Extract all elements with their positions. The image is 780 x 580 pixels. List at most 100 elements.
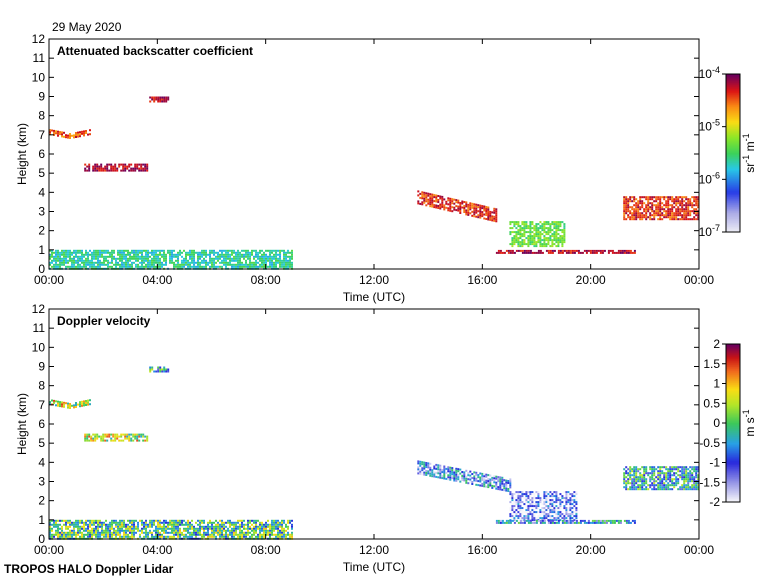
- data-cell: [255, 253, 257, 256]
- data-cell: [529, 511, 532, 514]
- data-cell: [453, 469, 456, 472]
- data-cell: [57, 400, 59, 403]
- data-cell: [637, 200, 640, 203]
- data-cell: [575, 511, 578, 514]
- data-cell: [477, 204, 480, 207]
- data-cell: [101, 249, 103, 252]
- data-cell: [147, 261, 149, 264]
- data-cell: [489, 474, 492, 477]
- data-cell: [641, 486, 644, 489]
- data-cell: [677, 214, 680, 217]
- data-cell: [153, 98, 156, 101]
- data-cell: [657, 198, 660, 201]
- data-cell: [89, 403, 91, 406]
- data-cell: [61, 529, 63, 532]
- data-cell: [273, 265, 275, 268]
- data-cell: [537, 227, 540, 230]
- data-cell: [235, 521, 237, 524]
- data-cell: [649, 476, 652, 479]
- data-cell: [685, 472, 688, 475]
- data-cell: [108, 433, 111, 436]
- data-cell: [495, 208, 498, 211]
- data-cell: [147, 523, 149, 526]
- data-cell: [553, 511, 556, 514]
- colorbar-cell: [726, 178, 740, 181]
- data-cell: [495, 210, 498, 213]
- data-cell: [211, 523, 213, 526]
- data-cell: [85, 261, 87, 264]
- data-cell: [259, 521, 261, 524]
- data-cell: [143, 523, 145, 526]
- data-cell: [87, 523, 89, 526]
- data-cell: [57, 253, 59, 256]
- data-cell: [433, 206, 436, 209]
- data-cell: [165, 96, 168, 99]
- data-cell: [453, 477, 456, 480]
- data-cell: [617, 521, 620, 524]
- data-cell: [471, 202, 474, 205]
- data-cell: [533, 235, 536, 238]
- data-cell: [557, 511, 560, 514]
- data-cell: [681, 204, 684, 207]
- data-cell: [128, 437, 131, 440]
- data-cell: [631, 484, 634, 487]
- data-cell: [98, 169, 101, 172]
- data-cell: [677, 202, 680, 205]
- data-cell: [103, 249, 105, 252]
- colorbar-cell: [726, 86, 740, 89]
- data-cell: [657, 196, 660, 199]
- data-cell: [67, 136, 69, 139]
- data-cell: [155, 98, 158, 101]
- data-cell: [633, 200, 636, 203]
- data-cell: [681, 200, 684, 203]
- data-cell: [171, 253, 173, 256]
- data-cell: [263, 261, 265, 264]
- data-cell: [195, 521, 197, 524]
- y-tick-label: 0: [38, 262, 45, 276]
- data-cell: [439, 195, 442, 198]
- data-cell: [215, 255, 217, 258]
- data-cell: [563, 505, 566, 508]
- data-cell: [689, 204, 692, 207]
- data-cell: [122, 163, 125, 166]
- data-cell: [227, 533, 229, 536]
- data-cell: [139, 257, 141, 260]
- data-cell: [135, 259, 137, 262]
- data-cell: [641, 476, 644, 479]
- data-cell: [139, 533, 141, 536]
- data-cell: [139, 249, 141, 252]
- data-cell: [289, 519, 291, 522]
- data-cell: [429, 195, 432, 198]
- data-cell: [493, 477, 496, 480]
- data-cell: [685, 196, 688, 199]
- data-cell: [509, 491, 512, 494]
- data-cell: [695, 200, 698, 203]
- data-cell: [257, 251, 259, 254]
- data-cell: [83, 523, 85, 526]
- data-cell: [169, 527, 171, 530]
- data-cell: [243, 523, 245, 526]
- data-cell: [267, 255, 269, 258]
- data-cell: [191, 531, 193, 534]
- data-cell: [643, 484, 646, 487]
- data-cell: [259, 531, 261, 534]
- data-cell: [649, 484, 652, 487]
- data-cell: [149, 96, 152, 99]
- data-cell: [85, 523, 87, 526]
- data-cell: [451, 473, 454, 476]
- data-cell: [114, 163, 117, 166]
- data-cell: [165, 531, 167, 534]
- data-cell: [237, 535, 239, 538]
- data-cell: [217, 259, 219, 262]
- data-cell: [467, 203, 470, 206]
- data-cell: [259, 251, 261, 254]
- data-cell: [695, 212, 698, 215]
- colorbar-cell: [726, 482, 740, 485]
- colorbar-cell: [726, 490, 740, 493]
- data-cell: [495, 475, 498, 478]
- data-cell: [465, 203, 468, 206]
- data-cell: [569, 251, 572, 254]
- data-cell: [447, 199, 450, 202]
- data-cell: [53, 521, 55, 524]
- data-cell: [419, 470, 422, 473]
